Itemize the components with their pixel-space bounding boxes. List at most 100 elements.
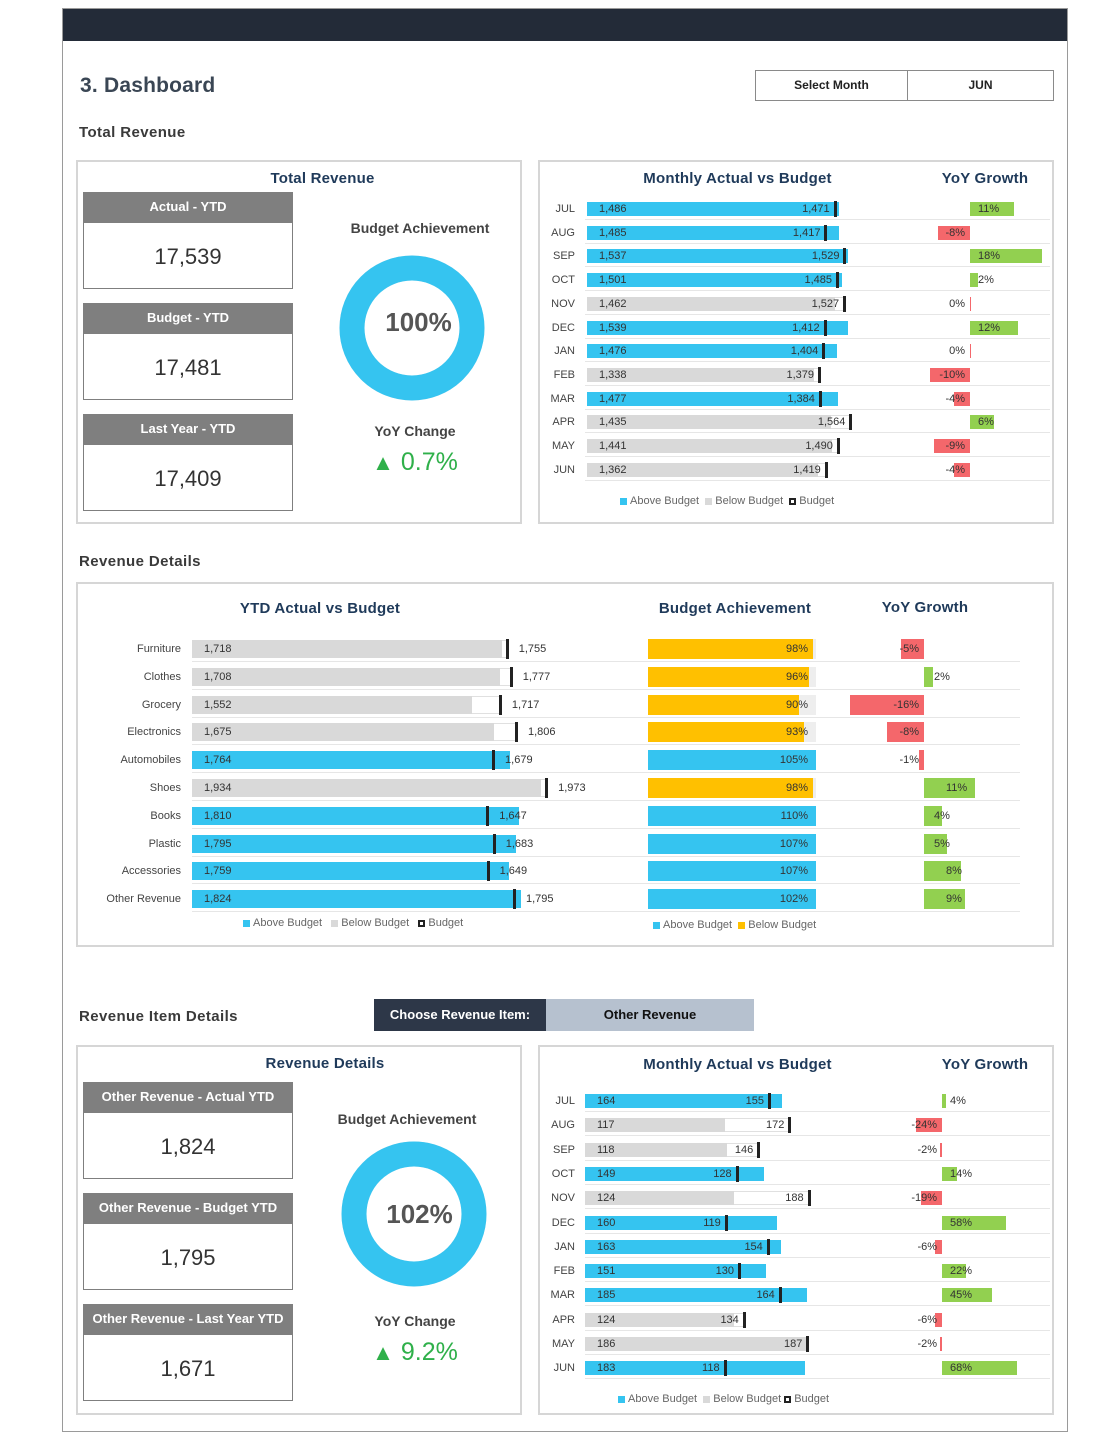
kpi-value: 1,671: [83, 1334, 293, 1401]
yoy-value-label: 0%: [949, 297, 965, 310]
actual-bar: [587, 391, 838, 406]
budget-value-label: 1,679: [505, 754, 533, 767]
actual-bar: [585, 1288, 807, 1303]
budget-value-label: 1,471: [802, 203, 830, 215]
category-label: Electronics: [127, 726, 181, 739]
month-label: OCT: [551, 274, 575, 287]
kpi-value: 17,481: [83, 333, 293, 400]
actual-bar: [587, 296, 836, 311]
row-divider: [585, 456, 1050, 457]
achievement-value-label: 110%: [780, 809, 808, 822]
actual-bar: [585, 1361, 805, 1376]
item-yoy-change-value: ▲ 9.2%: [372, 1338, 458, 1366]
actual-value-label: 149: [597, 1167, 616, 1180]
budget-marker: [818, 366, 821, 383]
yoy-value-label: 6%: [978, 416, 994, 429]
yoy-bar: [942, 1094, 947, 1108]
up-triangle-icon: ▲: [372, 1340, 394, 1365]
row-divider: [585, 1111, 1050, 1112]
budget-marker: [824, 224, 828, 241]
row-divider: [585, 361, 1050, 363]
select-month-dropdown[interactable]: JUN: [907, 70, 1054, 101]
achievement-bar: [648, 666, 810, 687]
actual-value-label: 1,477: [599, 392, 627, 405]
budget-value-label: 1,717: [511, 698, 540, 711]
budget-value-label: 187: [784, 1338, 803, 1350]
item-monthly-legend: Above Budget Below Budget Budget: [618, 1393, 829, 1405]
kpi-header: Other Revenue - Actual YTD: [83, 1082, 293, 1112]
monthly-panel-title: Monthly Actual vs Budget: [643, 170, 832, 187]
kpi-header: Budget - YTD: [83, 303, 293, 333]
category-label: Furniture: [136, 643, 181, 655]
row-divider: [585, 290, 1050, 292]
actual-bar: [585, 1312, 734, 1327]
yoy-bar: [930, 367, 970, 382]
yoy-value-label: -9%: [945, 440, 965, 452]
achievement-value-label: 90%: [785, 698, 808, 711]
actual-value-label: 1,718: [204, 643, 232, 655]
row-divider: [585, 1232, 1050, 1234]
actual-value-label: 1,441: [599, 440, 627, 452]
kpi-value: 17,539: [83, 222, 293, 289]
details-legend: Above Budget Below Budget Budget: [243, 917, 463, 929]
budget-value-label: 119: [703, 1216, 721, 1229]
row-divider: [585, 1183, 1050, 1185]
yoy-value-label: -4%: [945, 463, 965, 476]
yoy-bar: [938, 225, 970, 240]
yoy-bar: [970, 415, 994, 430]
yoy-bar: [939, 1142, 942, 1157]
budget-marker: [822, 343, 826, 360]
achievement-value-label: 93%: [785, 726, 808, 739]
budget-marker: [807, 1190, 811, 1207]
budget-marker: [723, 1360, 727, 1377]
actual-value-label: 1,486: [599, 203, 627, 215]
month-label: AUG: [551, 1119, 575, 1132]
achievement-value-label: 105%: [779, 754, 808, 767]
category-label: Accessories: [121, 865, 181, 878]
choose-revenue-item-dropdown[interactable]: Other Revenue: [546, 999, 754, 1031]
yoy-bar: [970, 249, 1042, 264]
month-label: MAY: [551, 440, 575, 452]
yoy-value-label: -8%: [899, 726, 919, 739]
actual-value-label: 1,552: [204, 698, 232, 711]
actual-bar: [192, 695, 473, 714]
actual-value-label: 160: [597, 1216, 616, 1229]
actual-value-label: 1,675: [204, 726, 232, 739]
actual-value-label: 1,338: [599, 368, 627, 381]
yoy-bar: [970, 296, 971, 311]
yoy-value-label: -6%: [917, 1313, 937, 1326]
budget-value-label: 1,647: [499, 809, 527, 822]
yoy-bar: [887, 722, 924, 743]
category-label: Automobiles: [120, 754, 181, 767]
up-triangle-icon: ▲: [372, 450, 394, 475]
budget-value-label: 130: [715, 1265, 734, 1278]
budget-marker: [505, 639, 509, 659]
row-divider: [192, 883, 1020, 885]
actual-value-label: 1,539: [599, 321, 627, 334]
actual-bar: [585, 1166, 764, 1181]
row-divider: [585, 432, 1050, 434]
budget-marker: [486, 805, 490, 826]
kpi-value: 1,795: [83, 1223, 293, 1290]
yoy-bar: [942, 1361, 1017, 1376]
actual-bar: [192, 723, 495, 742]
budget-marker: [778, 1287, 782, 1304]
yoy-bar: [850, 694, 924, 715]
actual-bar: [587, 462, 819, 477]
achievement-value-label: 107%: [779, 837, 808, 850]
budget-value-label: 1,419: [793, 463, 821, 476]
budget-value-label: 1,529: [811, 250, 840, 263]
row-divider: [585, 384, 1050, 386]
budget-marker: [768, 1093, 771, 1109]
month-label: FEB: [553, 368, 575, 381]
budget-marker: [843, 295, 847, 312]
actual-value-label: 1,435: [599, 416, 627, 429]
actual-value-label: 118: [597, 1143, 615, 1156]
yoy-value-label: 4%: [934, 809, 950, 822]
month-label: DEC: [551, 321, 575, 334]
yoy-value-label: 11%: [978, 203, 1000, 215]
section-title-revenue-details: Revenue Details: [79, 553, 201, 570]
budget-marker: [509, 666, 513, 687]
month-label: MAY: [551, 1338, 575, 1350]
budget-marker: [823, 319, 827, 336]
